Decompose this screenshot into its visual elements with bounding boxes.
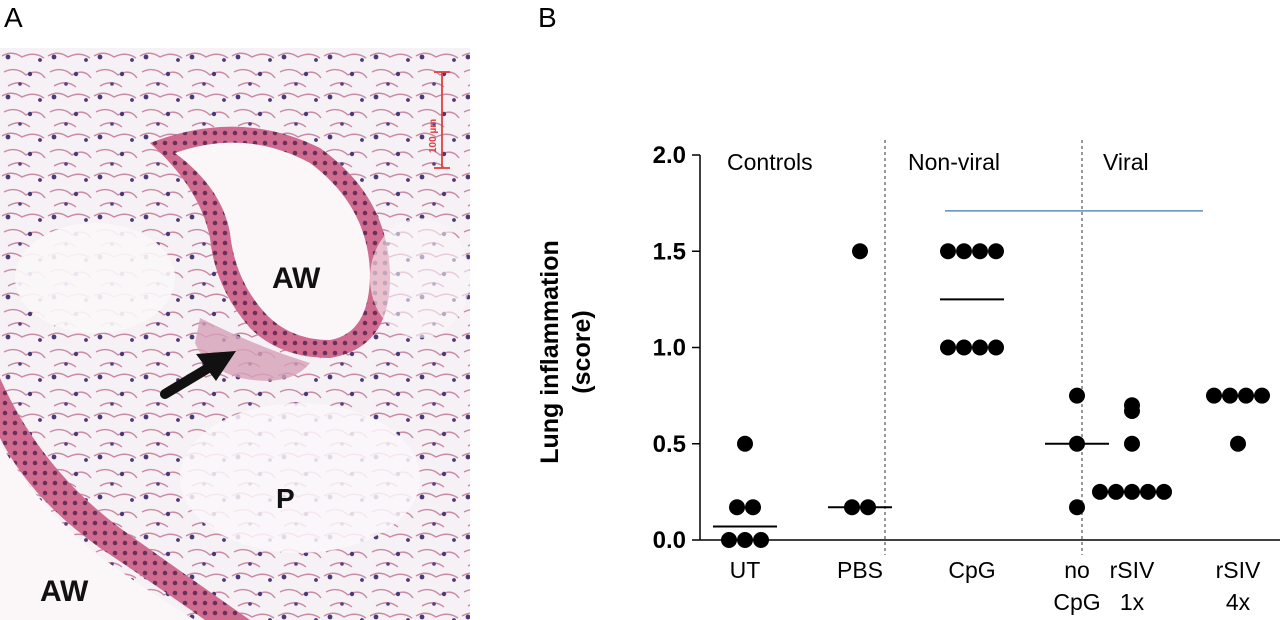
x-category-label: rSIV [1110, 557, 1155, 583]
group-label: Viral [1103, 149, 1149, 175]
data-point [940, 243, 956, 260]
parenchyma-label: P [276, 483, 295, 514]
y-tick-label: 0.5 [653, 431, 686, 458]
x-category-label: rSIV [1216, 557, 1261, 583]
scale-bar-label: 100 µm [428, 119, 439, 153]
airway-label-bottom: AW [40, 575, 89, 608]
inflammation-chart: 0.0 0.5 1.0 1.5 2.0 Controls Non-viral Viral U… [536, 140, 1280, 615]
data-point [972, 243, 988, 260]
data-point [721, 532, 737, 548]
group-label: Non-viral [908, 149, 1000, 175]
data-point [1069, 499, 1085, 516]
upper-airway-lumen [175, 142, 370, 340]
data-point [1124, 435, 1140, 452]
data-point [956, 339, 972, 356]
data-point [988, 339, 1004, 356]
data-point [745, 499, 761, 516]
x-category-label-line2: 4x [1226, 589, 1251, 615]
data-point [729, 499, 745, 516]
data-point [1124, 397, 1140, 414]
lung-micrograph: 100 µm AW P AW [0, 48, 470, 620]
x-category-label-line2: CpG [1053, 589, 1100, 615]
x-category-label: UT [730, 557, 761, 583]
lower-airway-wall [0, 378, 250, 620]
y-tick-label: 1.5 [653, 238, 686, 265]
y-tick-label: 1.0 [653, 335, 686, 362]
y-axis-label-line2: (score) [568, 310, 596, 393]
y-tick-label: 0.0 [653, 527, 686, 554]
data-point [988, 243, 1004, 260]
data-point [1230, 435, 1246, 452]
x-category-label: CpG [948, 557, 995, 583]
data-point [753, 532, 769, 548]
panel-b-letter: B [538, 2, 557, 33]
data-point [1069, 387, 1085, 404]
data-point [972, 339, 988, 356]
data-point [956, 243, 972, 260]
arrow-icon [160, 351, 236, 399]
airway-label-top: AW [272, 262, 321, 295]
x-category-label: no [1064, 557, 1090, 583]
y-axis-label-line1: Lung inflammation [536, 240, 564, 464]
y-tick-label: 2.0 [653, 142, 686, 169]
data-point [940, 339, 956, 356]
data-point [737, 435, 753, 452]
x-category-label-line2: 1x [1120, 589, 1145, 615]
scale-bar: 100 µm [428, 71, 450, 169]
panel-a-letter: A [4, 2, 23, 33]
lower-airway-lumen [0, 443, 195, 620]
data-point [737, 532, 753, 548]
data-point [852, 243, 868, 260]
group-label: Controls [727, 149, 813, 175]
x-category-label: PBS [837, 557, 883, 583]
